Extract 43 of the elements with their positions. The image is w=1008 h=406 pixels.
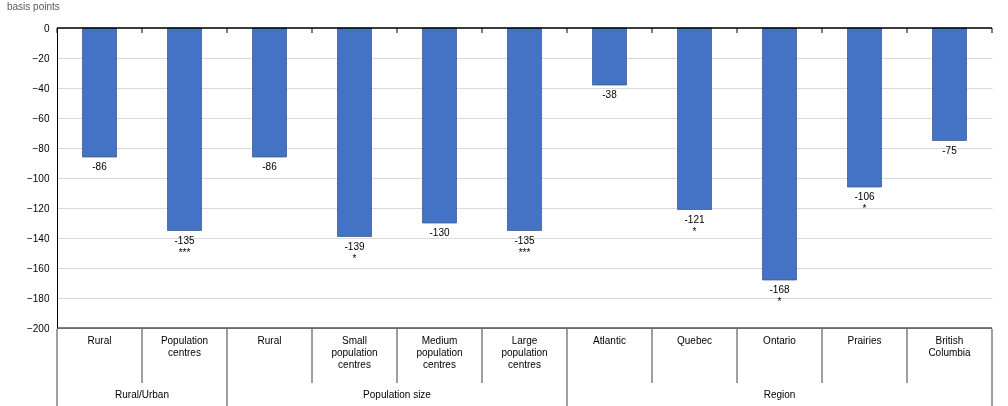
y-tick-label: −120 — [26, 202, 50, 214]
y-tick-label: −160 — [26, 262, 50, 274]
y-tick-label: −80 — [32, 142, 50, 154]
text: Rural/Urban — [115, 389, 169, 400]
annotation: * — [352, 252, 357, 264]
annotation: *** — [518, 246, 531, 258]
y-tick-label: 0 — [43, 22, 50, 34]
x-tick-label: Ontario — [763, 335, 797, 346]
x-tick-label: British Columbia — [928, 335, 972, 358]
text: Region — [763, 389, 796, 400]
x-tick-label: Rural — [257, 335, 282, 346]
data-label: -139 — [344, 240, 365, 252]
annotation: * — [777, 296, 782, 307]
annotation: * — [862, 203, 867, 214]
data-label: -86 — [92, 161, 108, 172]
annotation: *** — [178, 246, 191, 258]
y-axis-title: basis points — [7, 1, 60, 12]
data-label: -168 — [769, 284, 790, 295]
x-tick-label: Small population centres — [331, 335, 378, 370]
x-tick-label: Quebec — [676, 335, 713, 346]
y-tick-label: −100 — [26, 172, 50, 184]
x-tick-label: Population centres — [160, 335, 209, 358]
y-tick-label: −140 — [26, 232, 50, 244]
data-label: -130 — [429, 227, 450, 238]
x-tick-label: Large population centres — [501, 335, 548, 370]
x-tick-label: Atlantic — [593, 335, 626, 346]
data-label: -38 — [602, 89, 618, 100]
data-label: -135 — [174, 234, 195, 246]
y-tick-label: −60 — [32, 112, 50, 124]
data-label: -75 — [942, 144, 958, 156]
y-tick-label: −40 — [32, 82, 50, 94]
x-tick-label: Medium population centres — [416, 335, 463, 370]
y-tick-label: −180 — [26, 292, 50, 304]
text: Population size — [363, 389, 432, 400]
data-label: -135 — [514, 234, 535, 246]
x-tick-label: Rural — [87, 335, 112, 346]
data-label: -121 — [684, 213, 705, 225]
y-tick-label: −20 — [32, 52, 50, 64]
data-label: -106 — [854, 191, 875, 202]
x-tick-label: Prairies — [847, 335, 882, 346]
data-label: -86 — [262, 161, 278, 172]
annotation: * — [692, 225, 697, 237]
y-tick-label: −200 — [26, 322, 50, 334]
